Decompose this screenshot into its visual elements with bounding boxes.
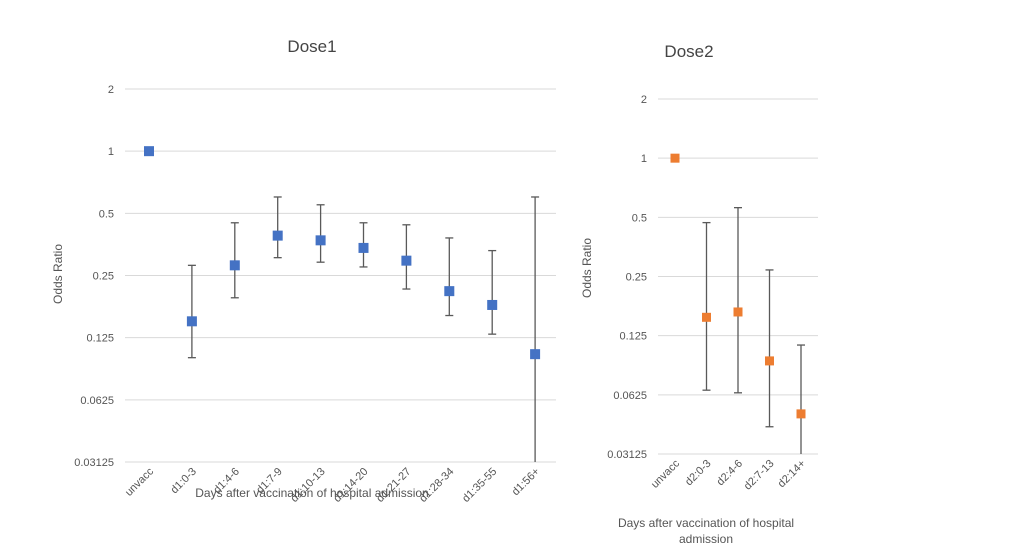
dose2-data-point-2 [733, 307, 743, 317]
dose2-y-tick-label-1: 1 [641, 153, 647, 165]
dose2-data-point-0 [670, 153, 680, 163]
dose1-data-point-9 [530, 349, 541, 360]
dose2-x-tick-label-2: d2:4-6 [715, 458, 746, 489]
dose2-y-tick-label-6: 0.03125 [607, 449, 647, 461]
dose1-data-point-4 [315, 235, 326, 246]
dose1-data-point-7 [444, 286, 455, 297]
dose2-y-axis-title: Odds Ratio [580, 238, 594, 298]
dose2-data-point-1 [702, 312, 711, 322]
dose1-y-axis-title: Odds Ratio [51, 244, 65, 304]
dose2-x-tick-label-3: d2:7-13 [742, 458, 777, 493]
dose2-data-point-4 [796, 409, 806, 419]
dose2-data-point-3 [765, 356, 774, 366]
dose1-data-point-0 [144, 146, 154, 157]
dose2-y-tick-label-3: 0.25 [626, 272, 647, 284]
dose1-x-tick-label-0: unvacc [123, 465, 156, 498]
dose1-data-point-1 [186, 316, 197, 327]
dose1-data-point-6 [401, 255, 412, 266]
dose2-x-tick-label-1: d2:0-3 [683, 458, 714, 489]
dose1-x-axis-title: Days after vaccination of hospital admis… [195, 486, 428, 500]
dose2-x-tick-label-0: unvacc [649, 457, 682, 490]
dose2-x-axis-title-line-2: admission [679, 532, 733, 546]
dose1-y-tick-label-6: 0.03125 [74, 457, 114, 469]
dose1-y-tick-label-0: 2 [108, 84, 114, 96]
dose2-y-tick-label-2: 0.5 [632, 212, 647, 224]
dose1-y-tick-label-3: 0.25 [93, 271, 114, 283]
dose1-panel: Dose1 Odds Ratio Days after vaccination … [51, 37, 556, 505]
dose1-data-point-3 [272, 230, 283, 241]
dose1-data-point-5 [358, 242, 369, 253]
dose1-data-point-2 [229, 260, 240, 271]
dose1-y-tick-label-4: 0.125 [86, 333, 114, 345]
dose1-data-point-8 [487, 299, 498, 310]
dose1-y-tick-label-5: 0.0625 [80, 395, 114, 407]
dose1-y-tick-label-1: 1 [108, 146, 114, 158]
dose1-y-tick-label-2: 0.5 [99, 208, 114, 220]
dose1-x-tick-label-8: d1:35-55 [460, 466, 499, 505]
dose1-x-tick-label-9: d1:56+ [510, 466, 542, 498]
dose1-chart-title: Dose1 [287, 37, 336, 56]
dose2-y-tick-label-0: 2 [641, 94, 647, 106]
dose2-chart-title: Dose2 [664, 42, 713, 61]
dose2-y-tick-label-5: 0.0625 [613, 390, 647, 402]
dose2-y-tick-label-4: 0.125 [619, 331, 647, 343]
dose2-panel: Dose2 Odds Ratio Days after vaccination … [580, 42, 818, 546]
dose2-x-tick-label-4: d2:14+ [776, 458, 808, 490]
dose2-x-axis-title-line-1: Days after vaccination of hospital [618, 516, 794, 530]
